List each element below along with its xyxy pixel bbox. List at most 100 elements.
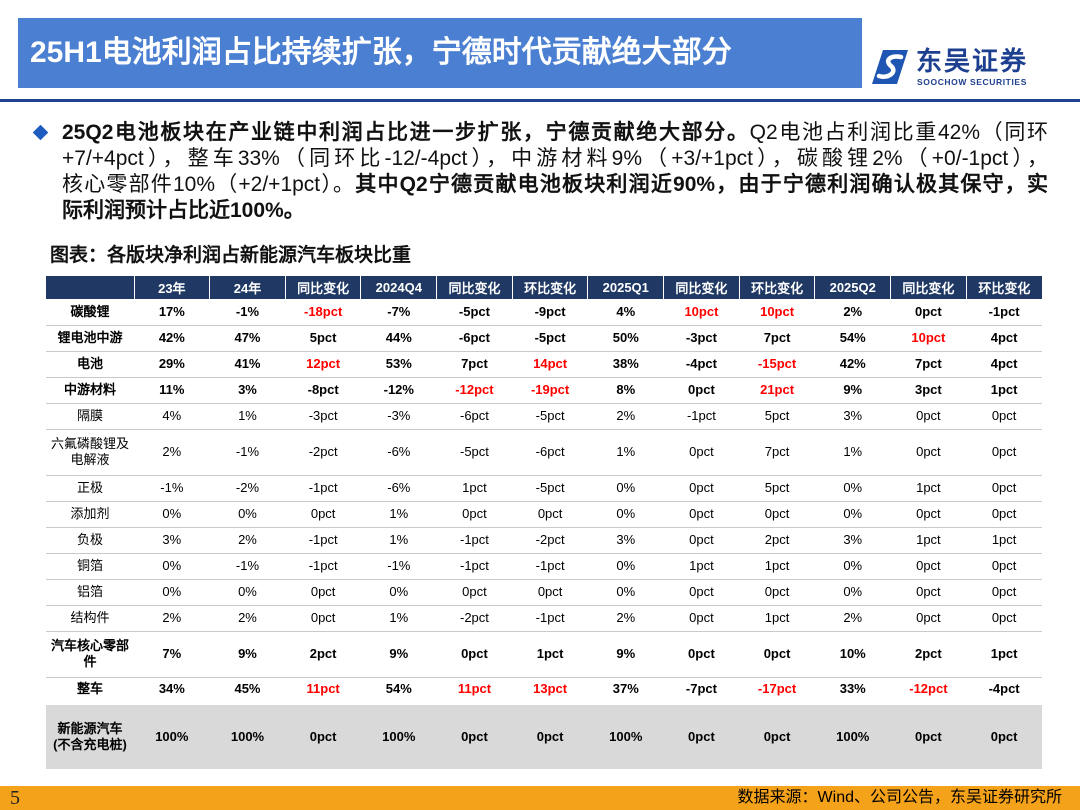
row-label: 中游材料 [46, 377, 134, 404]
table-cell: 0pct [890, 605, 967, 632]
table-cell: 2pct [890, 631, 967, 678]
table-cell: 9% [209, 631, 286, 678]
table-cell: 0% [587, 501, 664, 528]
table-cell: -5pct [512, 403, 588, 430]
table-cell: 10pct [739, 299, 815, 326]
table-cell: 0pct [966, 701, 1042, 769]
table-cell: -1pct [663, 403, 740, 430]
table-cell: 34% [134, 677, 210, 704]
table-cell: 2pct [285, 631, 361, 678]
table-cell: 100% [360, 701, 437, 769]
table-row: 整车 34% 45% 11pct 54% 11pct 13pct 37% -7pct -17pct… [46, 677, 1042, 704]
row-label: 负极 [46, 527, 134, 554]
table-cell: 2% [587, 605, 664, 632]
column-header: 2025Q2 [814, 276, 891, 299]
table-cell: -6pct [512, 429, 588, 476]
table-cell: 2% [134, 605, 210, 632]
table-cell: -8pct [285, 377, 361, 404]
table-cell: 54% [360, 677, 437, 704]
table-cell: 10pct [890, 325, 967, 352]
table-cell: 5pct [739, 403, 815, 430]
table-cell: -7pct [663, 677, 740, 704]
table-cell: 9% [360, 631, 437, 678]
table-cell: 1% [587, 429, 664, 476]
table-cell: 0% [587, 553, 664, 580]
table-cell: 50% [587, 325, 664, 352]
table-row: 电池 29% 41% 12pct 53% 7pct 14pct 38% -4pct -15pct 4… [46, 351, 1042, 378]
table-cell: 100% [134, 701, 210, 769]
table-cell: -3pct [663, 325, 740, 352]
row-label: 铝箔 [46, 579, 134, 606]
table-cell: 1pct [663, 553, 740, 580]
table-cell: 0% [814, 553, 891, 580]
table-row: 隔膜 4% 1% -3pct -3% -6pct -5pct 2% -1pct 5pct 3% 0pc… [46, 403, 1042, 430]
table-cell: -18pct [285, 299, 361, 326]
table-cell: -1pct [966, 299, 1042, 326]
page-number: 5 [10, 787, 20, 809]
table-cell: 4% [134, 403, 210, 430]
table-cell: 100% [209, 701, 286, 769]
table-cell: 13pct [512, 677, 588, 704]
table-cell: 3% [209, 377, 286, 404]
table-cell: -6% [360, 429, 437, 476]
table-cell: 10% [814, 631, 891, 678]
table-cell: 14pct [512, 351, 588, 378]
table-cell: 4% [587, 299, 664, 326]
summary-normal-text: +7/+4pct），整车33%（同环比-12/-4pct），中游材料9%（+3/… [62, 147, 1048, 170]
table-cell: 0pct [966, 553, 1042, 580]
column-header: 2024Q4 [360, 276, 437, 299]
table-row: 锂电池中游 42% 47% 5pct 44% -6pct -5pct 50% -3pct 7pct… [46, 325, 1042, 352]
table-row: 负极 3% 2% -1pct 1% -1pct -2pct 3% 0pct 2pct 3% 1pct 1… [46, 527, 1042, 554]
header-cell-blank [46, 276, 134, 299]
table-cell: 3% [134, 527, 210, 554]
row-label: 铜箔 [46, 553, 134, 580]
row-label: 锂电池中游 [46, 325, 134, 352]
column-header: 24年 [209, 276, 286, 299]
table-cell: -12pct [890, 677, 967, 704]
table-cell: 1pct [512, 631, 588, 678]
row-label: 汽车核心零部件 [46, 631, 134, 678]
table-cell: 0pct [663, 501, 740, 528]
table-cell: -1pct [285, 527, 361, 554]
table-cell: 42% [814, 351, 891, 378]
table-cell: 0pct [966, 429, 1042, 476]
table-cell: 2pct [739, 527, 815, 554]
table-cell: 0pct [285, 579, 361, 606]
table-cell: -1pct [436, 527, 513, 554]
table-cell: 0% [134, 579, 210, 606]
table-cell: 3pct [890, 377, 967, 404]
diamond-bullet-icon [32, 124, 49, 141]
table-cell: 0pct [663, 579, 740, 606]
column-header: 同比变化 [284, 276, 361, 299]
logo-name-en: SOOCHOW SECURITIES [917, 77, 1027, 87]
table-cell: 0pct [890, 501, 967, 528]
table-cell: 0pct [966, 579, 1042, 606]
column-header: 同比变化 [890, 276, 967, 299]
table-cell: 1pct [966, 527, 1042, 554]
summary-line: 核心零部件10%（+2/+1pct）。其中Q2宁德贡献电池板块利润近90%，由于… [62, 172, 1048, 198]
table-cell: 11% [134, 377, 210, 404]
table-cell: 0% [587, 579, 664, 606]
table-row: 铜箔 0% -1% -1pct -1% -1pct -1pct 0% 1pct 1pct 0% 0pc… [46, 553, 1042, 580]
table-cell: 44% [360, 325, 437, 352]
row-label: 碳酸锂 [46, 299, 134, 326]
table-cell: 0pct [436, 701, 513, 769]
table-cell: 33% [814, 677, 891, 704]
table-cell: 1pct [890, 475, 967, 502]
summary-line: 际利润预计占比近100%。 [62, 198, 1048, 224]
row-label: 结构件 [46, 605, 134, 632]
table-cell: 0pct [966, 475, 1042, 502]
table-header: 23年 24年 同比变化 2024Q4 同比变化 环比变化 2025Q1 同比变化 环比变化 20… [46, 276, 1042, 299]
table-cell: 0pct [663, 605, 740, 632]
table-cell: 2% [209, 605, 286, 632]
table-cell: 0pct [663, 631, 740, 678]
column-header: 同比变化 [436, 276, 513, 299]
figure-title: 图表：各版块净利润占新能源汽车板块比重 [50, 245, 412, 266]
table-cell: 0pct [739, 701, 815, 769]
table-cell: 0pct [512, 501, 588, 528]
table-cell: 5pct [285, 325, 361, 352]
table-cell: 2% [134, 429, 210, 476]
table-cell: 3% [587, 527, 664, 554]
table-cell: -1% [209, 429, 286, 476]
data-source: 数据来源：Wind、公司公告，东吴证券研究所 [737, 789, 1062, 806]
